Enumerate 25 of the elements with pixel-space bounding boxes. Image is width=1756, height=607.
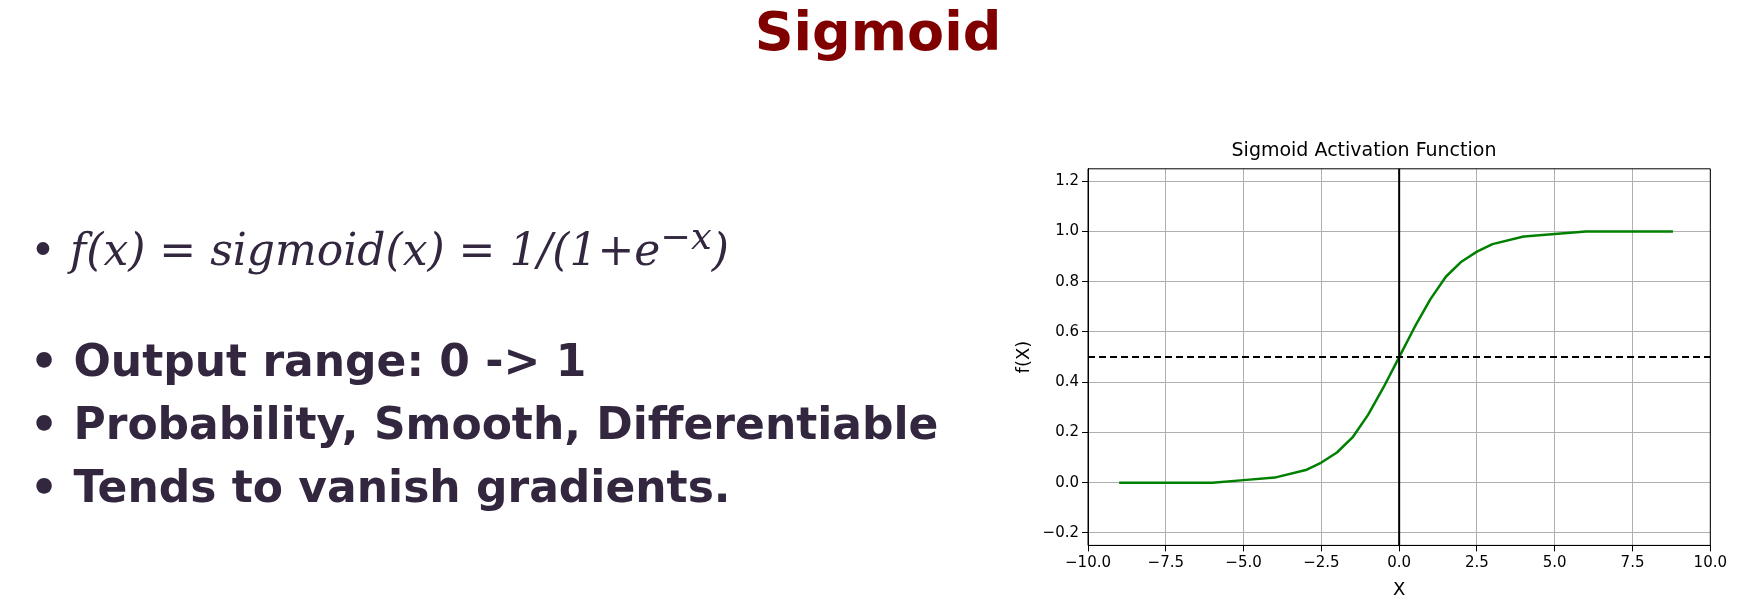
chart-subtitle: Sigmoid Activation Function	[1231, 138, 1497, 161]
x-tick-label: 10.0	[1693, 553, 1727, 572]
text: • Output range: 0 -> 1	[30, 334, 588, 386]
y-tick-label: 1.2	[1055, 171, 1080, 190]
x-tick-label: −7.5	[1147, 553, 1185, 572]
y-tick-label: 0.0	[1055, 472, 1080, 491]
x-tick-label: 5.0	[1542, 553, 1567, 572]
text: • Probability, Smooth, Differentiable	[30, 397, 939, 449]
y-tick-label: 0.4	[1055, 372, 1080, 391]
y-tick-label: 0.6	[1055, 321, 1080, 340]
text: • Tends to vanish gradients.	[30, 460, 732, 512]
x-tick-label: 7.5	[1620, 553, 1645, 572]
x-tick-label: −5.0	[1225, 553, 1262, 572]
x-tick-label: 2.5	[1465, 553, 1489, 572]
y-tick-label: 0.8	[1055, 271, 1080, 290]
chart-title: Sigmoid	[753, 0, 1003, 63]
y-tick-label: −0.2	[1042, 522, 1080, 541]
text: • f(x) = sigmoid(x) = 1/(1+e$^{−x}$)	[30, 215, 730, 275]
y-tick-label: 1.0	[1055, 221, 1080, 240]
x-tick-label: −2.5	[1303, 553, 1340, 572]
x-axis-title: X	[1392, 577, 1406, 599]
y-tick-label: 0.2	[1055, 422, 1080, 441]
y-axis-title: f(X)	[1012, 340, 1034, 374]
x-tick-label: −10.0	[1065, 553, 1112, 572]
x-tick-label: 0.0	[1387, 553, 1412, 572]
